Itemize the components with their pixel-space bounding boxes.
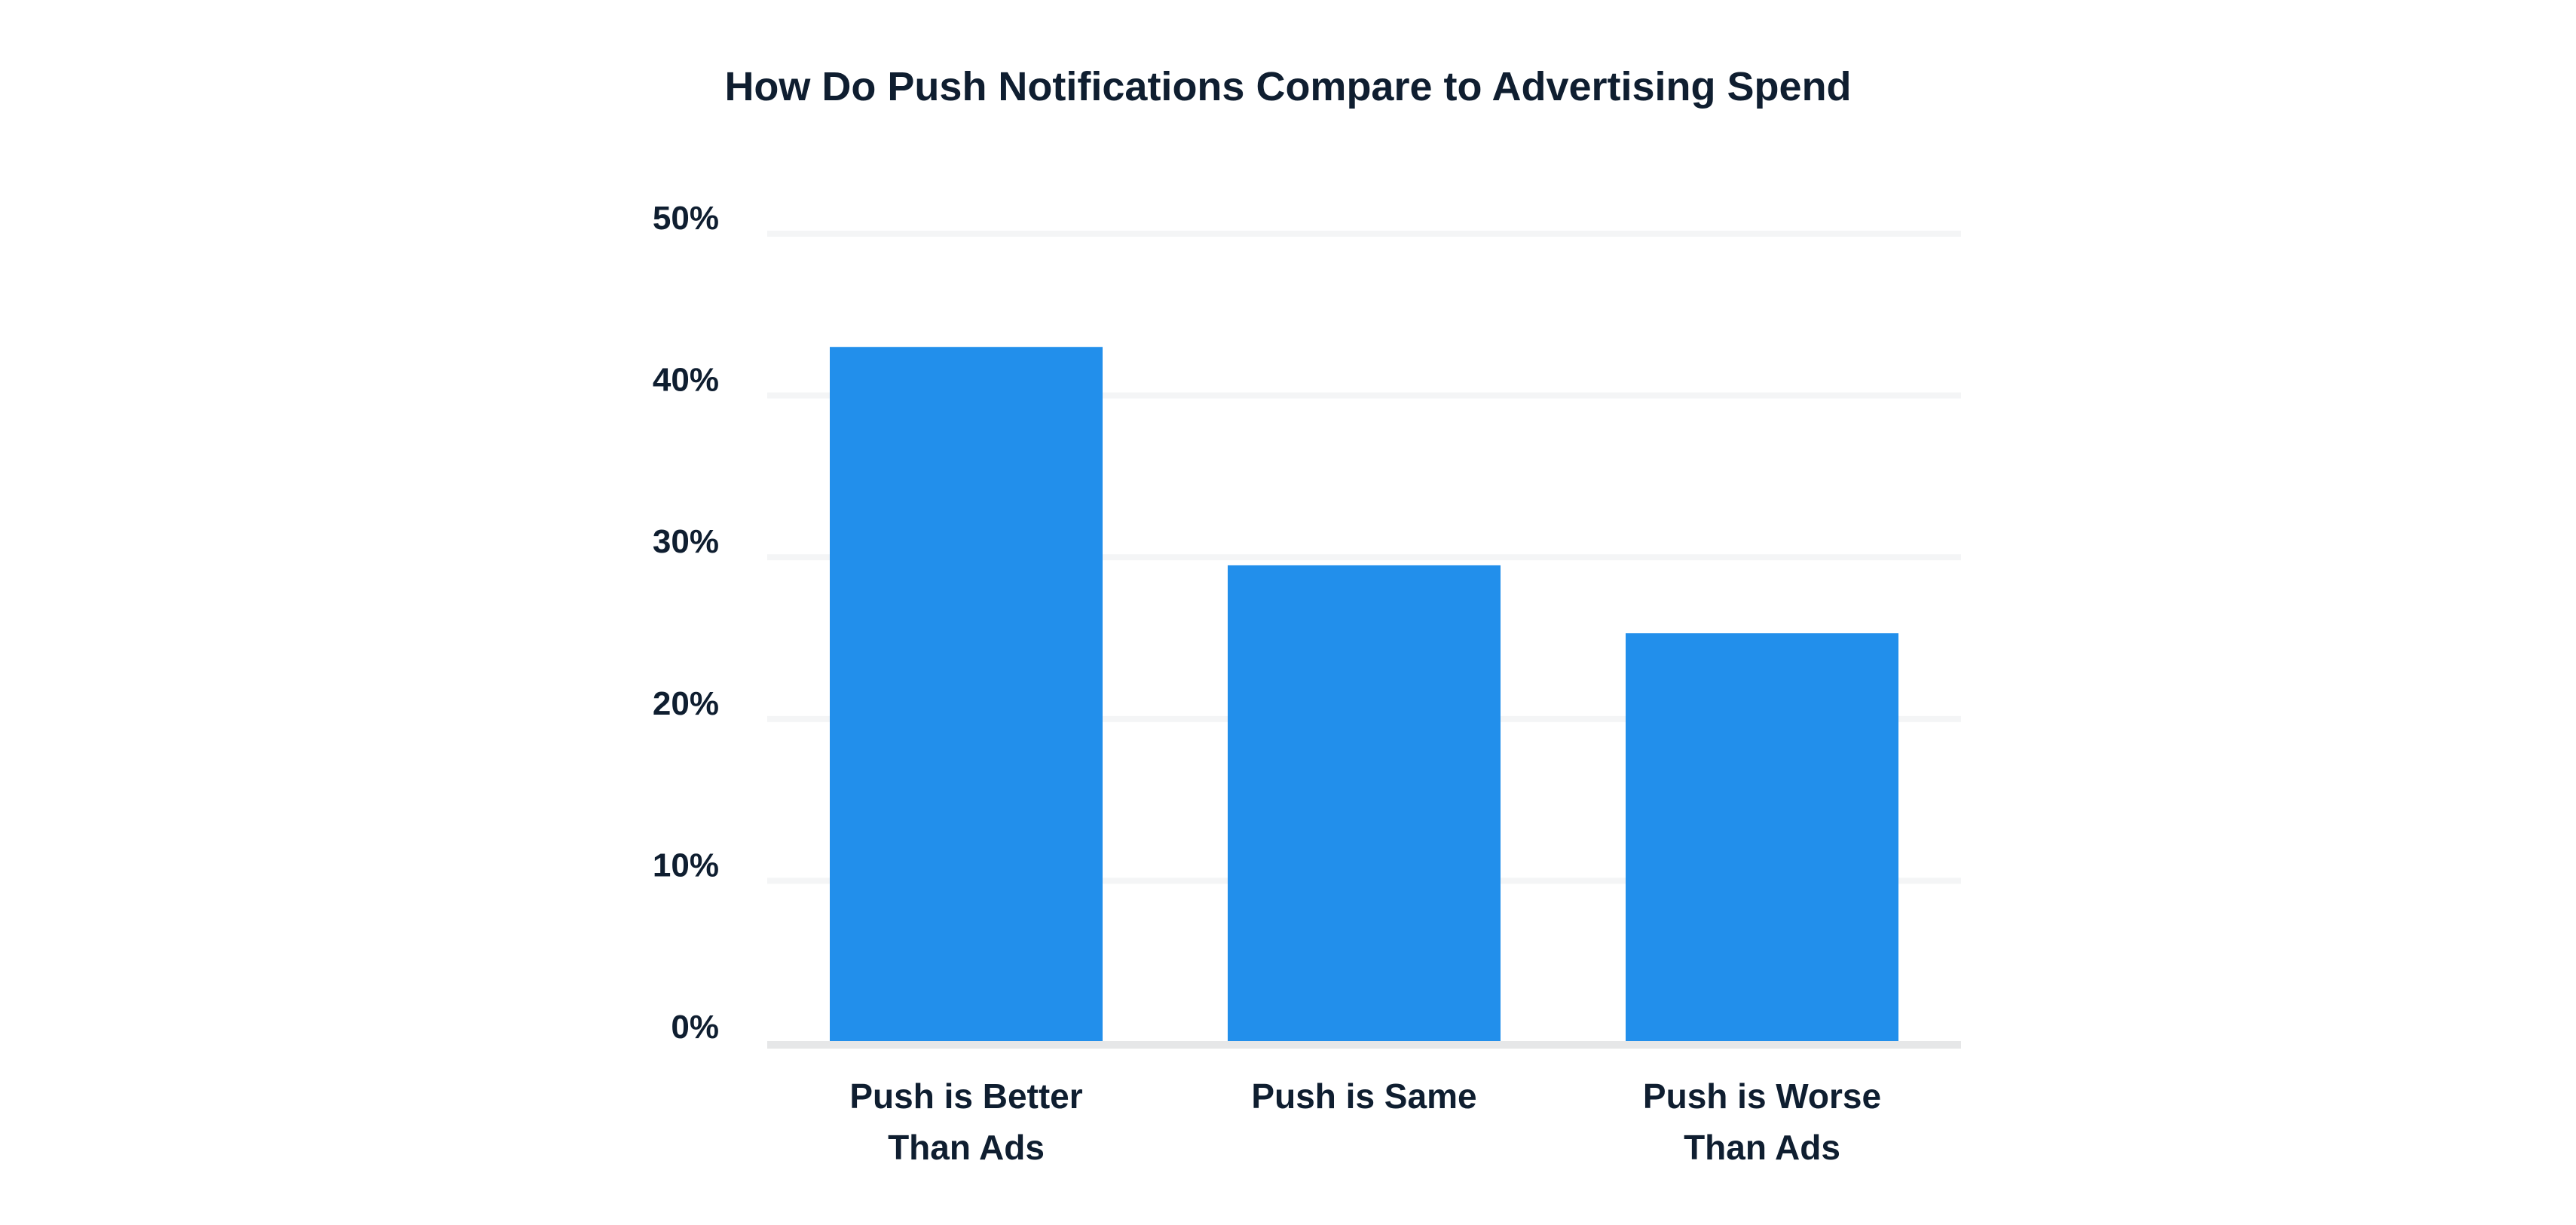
y-tick-label: 10%	[653, 847, 719, 884]
x-category-label: Than Ads	[888, 1128, 1045, 1167]
y-axis-tick-labels: 0% 10% 20% 30% 40% 50%	[653, 200, 719, 1046]
bar	[830, 347, 1103, 1043]
x-category-label: Push is Worse	[1643, 1076, 1881, 1116]
x-category-label: Push is Better	[849, 1076, 1082, 1116]
baseline	[767, 1041, 1961, 1049]
y-tick-label: 0%	[671, 1009, 719, 1046]
chart-title: How Do Push Notifications Compare to Adv…	[724, 64, 1851, 109]
gridline	[767, 392, 1961, 399]
x-category-label: Than Ads	[1684, 1128, 1840, 1167]
y-tick-label: 20%	[653, 685, 719, 722]
x-axis-baseline	[767, 1041, 1961, 1049]
gridline	[767, 554, 1961, 561]
y-tick-label: 50%	[653, 200, 719, 237]
y-tick-label: 40%	[653, 362, 719, 399]
y-tick-label: 30%	[653, 523, 719, 560]
bar	[1626, 633, 1898, 1043]
bars	[830, 347, 1898, 1043]
x-axis-category-labels: Push is Better Than Ads Push is Same Push i…	[849, 1076, 1881, 1167]
x-category-label: Push is Same	[1251, 1076, 1476, 1116]
gridline	[767, 231, 1961, 237]
bar	[1228, 565, 1501, 1043]
